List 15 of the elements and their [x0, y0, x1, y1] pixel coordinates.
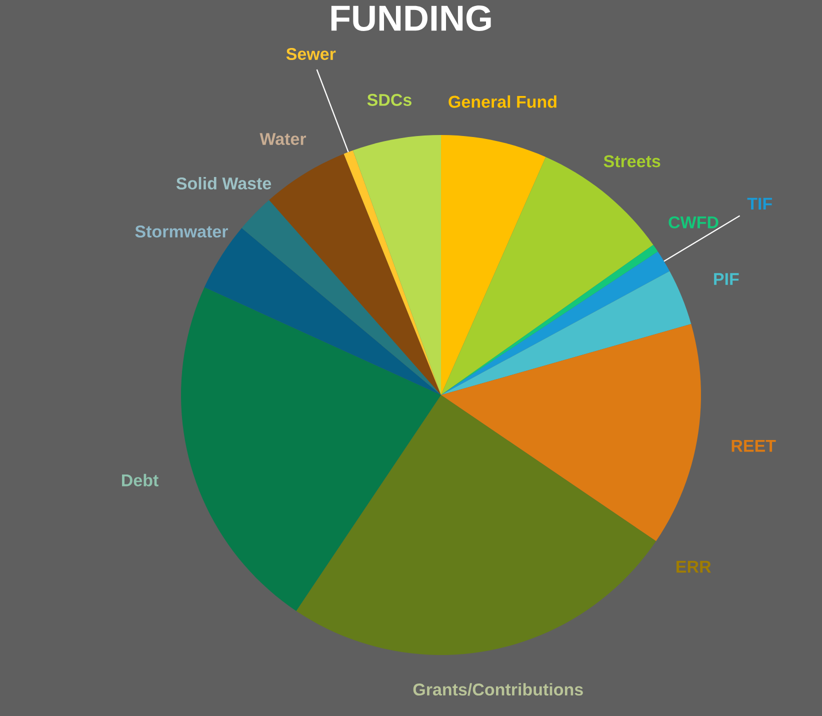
slice-label: REET	[732, 440, 776, 452]
chart-title: FUNDING	[331, 6, 491, 32]
slice-label: Sewer	[286, 48, 336, 60]
slice-label: TIF	[747, 198, 772, 210]
category-label: ERR	[676, 560, 711, 573]
slice-label: PIF	[714, 273, 739, 285]
slice-label: Solid Waste	[176, 177, 272, 190]
slice-label: General Fund	[448, 95, 556, 108]
slice-label: Water	[260, 133, 306, 145]
slice-label: Grants/Contributions	[413, 683, 583, 696]
slice-label: Streets	[604, 155, 660, 168]
slice-label: Debt	[122, 474, 158, 486]
slice-label: SDCs	[367, 94, 412, 106]
slice-label: CWFD	[668, 216, 718, 228]
slice-label: Stormwater	[135, 226, 228, 238]
